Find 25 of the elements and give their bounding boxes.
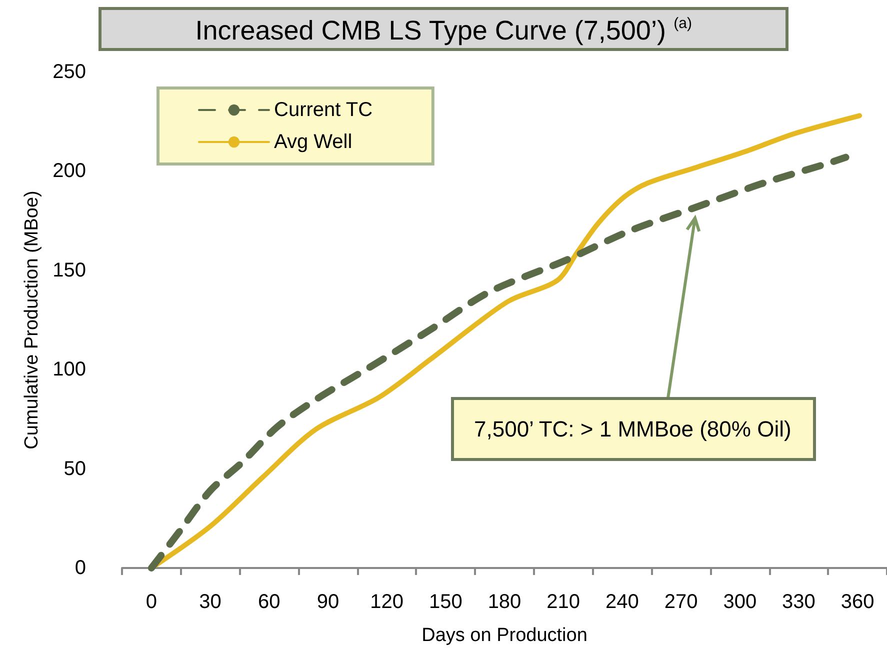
y-tick-label: 150 — [52, 259, 86, 282]
x-tick-label: 330 — [782, 591, 816, 613]
chart-title: Increased CMB LS Type Curve (7,500’) (a) — [195, 15, 692, 46]
x-tick-label: 210 — [546, 591, 580, 613]
y-tick-label: 50 — [64, 458, 86, 480]
x-tick-label: 240 — [606, 591, 639, 613]
legend-label: Current TC — [274, 99, 373, 121]
x-tick-label: 360 — [840, 591, 874, 613]
x-tick-label: 180 — [488, 591, 522, 613]
legend-label: Avg Well — [274, 131, 352, 153]
y-tick-label: 0 — [74, 557, 86, 579]
x-tick-label: 60 — [258, 591, 280, 613]
x-axis-title: Days on Production — [422, 625, 588, 646]
x-tick-label: 270 — [664, 591, 698, 613]
x-tick-label: 30 — [199, 591, 222, 613]
y-tick-label: 100 — [52, 358, 86, 381]
y-tick-label: 250 — [52, 61, 86, 83]
x-tick-label: 120 — [370, 591, 404, 613]
x-tick-label: 0 — [146, 591, 157, 613]
y-axis-title: Cumulative Production (MBoe) — [22, 190, 43, 450]
y-tick-label: 200 — [52, 160, 86, 182]
x-tick-label: 90 — [316, 591, 340, 613]
x-tick-label: 150 — [428, 591, 462, 613]
x-tick-label: 300 — [723, 591, 757, 613]
annotation: 7,500’ TC: > 1 MMBoe (80% Oil) — [474, 416, 792, 442]
